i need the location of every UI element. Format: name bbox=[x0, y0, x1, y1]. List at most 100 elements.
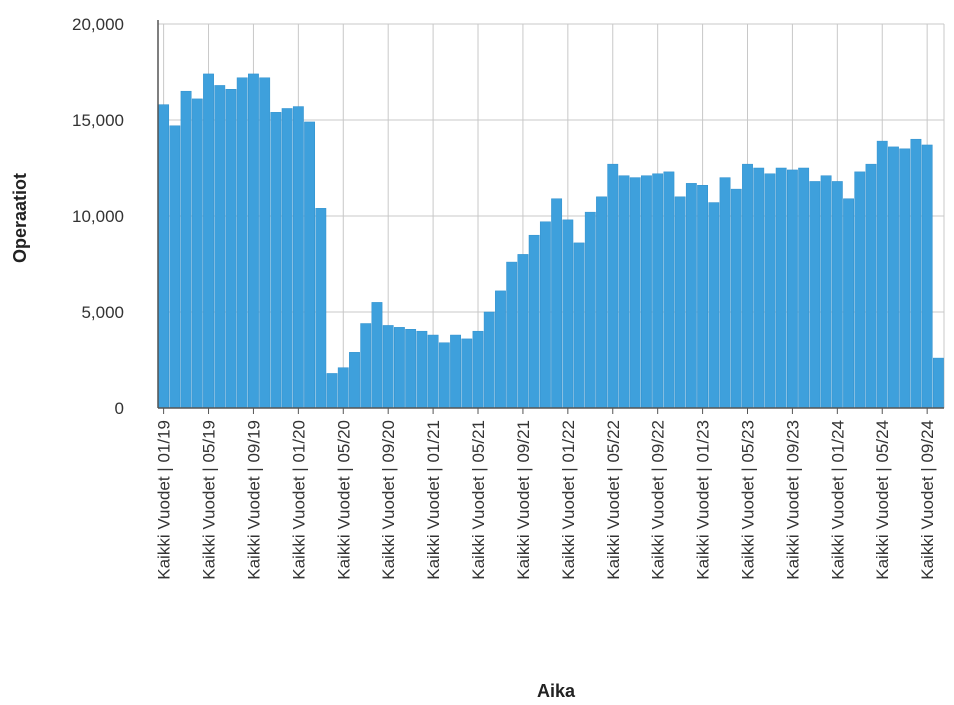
bar bbox=[528, 234, 540, 409]
bar bbox=[753, 167, 765, 409]
bar bbox=[730, 188, 742, 409]
bar bbox=[483, 311, 495, 409]
x-tick-label: Kaikki Vuodet | 09/23 bbox=[783, 420, 802, 580]
bar bbox=[405, 329, 417, 409]
bar bbox=[652, 173, 664, 409]
bar bbox=[697, 185, 709, 409]
bar bbox=[854, 171, 866, 409]
bar bbox=[506, 261, 518, 409]
x-tick-label: Kaikki Vuodet | 01/22 bbox=[559, 420, 578, 580]
bar bbox=[910, 138, 922, 409]
bar bbox=[191, 98, 203, 409]
bar bbox=[360, 323, 372, 409]
bar bbox=[584, 211, 596, 409]
bar bbox=[685, 183, 697, 409]
bar bbox=[416, 330, 428, 409]
y-tick-label: 15,000 bbox=[72, 111, 124, 130]
bar bbox=[315, 208, 327, 409]
bar bbox=[865, 163, 877, 409]
y-tick-label: 5,000 bbox=[81, 303, 124, 322]
x-tick-label: Kaikki Vuodet | 09/21 bbox=[514, 420, 533, 580]
bar bbox=[663, 171, 675, 409]
bar bbox=[607, 163, 619, 409]
bar bbox=[932, 357, 944, 409]
bar bbox=[562, 219, 574, 409]
y-tick-label: 20,000 bbox=[72, 15, 124, 34]
bar bbox=[573, 242, 585, 409]
x-tick-label: Kaikki Vuodet | 05/24 bbox=[873, 420, 892, 580]
bar bbox=[629, 177, 641, 409]
y-tick-labels: 0 5,000 10,000 15,000 20,000 bbox=[72, 15, 124, 418]
y-tick-label: 10,000 bbox=[72, 207, 124, 226]
x-tick-labels: Kaikki Vuodet | 01/19 Kaikki Vuodet | 05/… bbox=[155, 420, 938, 580]
bars bbox=[158, 73, 944, 409]
bar bbox=[921, 144, 933, 409]
bar bbox=[596, 196, 607, 409]
bar bbox=[641, 175, 652, 409]
bar bbox=[371, 302, 383, 409]
bar bbox=[427, 334, 439, 409]
bar bbox=[517, 254, 529, 409]
bar bbox=[248, 73, 259, 409]
bar bbox=[786, 169, 798, 409]
x-tick-label: Kaikki Vuodet | 01/23 bbox=[694, 420, 713, 580]
bar bbox=[876, 140, 888, 409]
y-tick-label: 0 bbox=[115, 399, 124, 418]
bar bbox=[326, 373, 338, 409]
bar bbox=[349, 352, 360, 409]
bar bbox=[304, 121, 316, 409]
bar bbox=[203, 73, 214, 409]
x-tick-label: Kaikki Vuodet | 05/20 bbox=[334, 420, 353, 580]
x-axis-title: Aika bbox=[537, 681, 576, 701]
bar bbox=[775, 167, 787, 409]
bar bbox=[539, 221, 551, 409]
bar bbox=[281, 108, 293, 409]
bar bbox=[236, 77, 248, 409]
bar bbox=[708, 202, 720, 409]
bar bbox=[820, 175, 832, 409]
bar bbox=[495, 290, 506, 409]
bar bbox=[742, 163, 753, 409]
bar bbox=[551, 198, 563, 409]
y-axis-title: Operaatiot bbox=[10, 173, 30, 263]
axes bbox=[157, 20, 944, 414]
x-tick-label: Kaikki Vuodet | 09/20 bbox=[379, 420, 398, 580]
bar bbox=[899, 148, 911, 409]
bar bbox=[225, 89, 237, 409]
bar bbox=[169, 125, 181, 409]
bar bbox=[674, 196, 686, 409]
bar bbox=[450, 334, 461, 409]
bar bbox=[292, 106, 304, 409]
bar bbox=[831, 181, 843, 409]
bar bbox=[809, 181, 821, 409]
x-tick-label: Kaikki Vuodet | 01/21 bbox=[424, 420, 443, 580]
bar bbox=[158, 104, 170, 409]
bar bbox=[461, 338, 473, 409]
x-tick-label: Kaikki Vuodet | 09/22 bbox=[649, 420, 668, 580]
bar bbox=[382, 325, 394, 409]
x-tick-label: Kaikki Vuodet | 09/24 bbox=[918, 420, 937, 580]
bar bbox=[798, 167, 810, 409]
bar bbox=[180, 90, 192, 409]
x-tick-label: Kaikki Vuodet | 09/19 bbox=[244, 420, 263, 580]
bar bbox=[393, 327, 405, 409]
bar bbox=[888, 146, 899, 409]
bar bbox=[618, 175, 630, 409]
x-tick-label: Kaikki Vuodet | 05/23 bbox=[739, 420, 758, 580]
bar bbox=[259, 77, 271, 409]
x-tick-label: Kaikki Vuodet | 01/24 bbox=[828, 420, 847, 580]
bar bbox=[472, 330, 484, 409]
x-tick-label: Kaikki Vuodet | 01/20 bbox=[289, 420, 308, 580]
bar bbox=[764, 173, 776, 409]
x-tick-label: Kaikki Vuodet | 01/19 bbox=[155, 420, 174, 580]
bar bbox=[719, 177, 731, 409]
bar bbox=[214, 85, 226, 409]
x-tick-label: Kaikki Vuodet | 05/21 bbox=[469, 420, 488, 580]
x-tick-label: Kaikki Vuodet | 05/19 bbox=[200, 420, 219, 580]
bar bbox=[270, 112, 282, 409]
bar bbox=[337, 367, 349, 409]
x-tick-label: Kaikki Vuodet | 05/22 bbox=[604, 420, 623, 580]
bar bbox=[438, 342, 450, 409]
bar bbox=[843, 198, 854, 409]
